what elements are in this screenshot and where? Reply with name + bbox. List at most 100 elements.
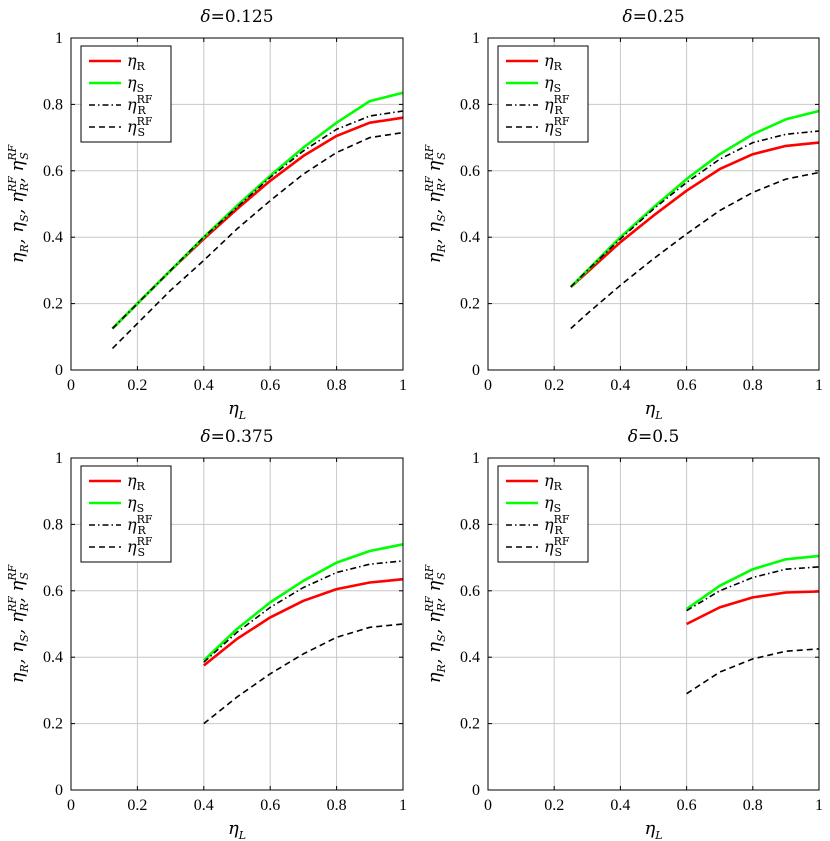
- x-tick-label: 1: [815, 377, 823, 394]
- series-line-1: [202, 577, 404, 667]
- y-tick-label: 0.4: [460, 229, 480, 246]
- y-tick-label: 0.2: [460, 716, 480, 733]
- y-tick-label: 0.8: [460, 96, 480, 113]
- plot-frame: [487, 457, 820, 791]
- series-line-4: [686, 648, 820, 695]
- series-line-2: [685, 554, 820, 611]
- y-tick-label: 0: [472, 362, 480, 379]
- chart-title: δ=0.5: [628, 427, 680, 447]
- legend-label-3: ηRF R: [544, 513, 570, 537]
- y-axis-label: ηR, ηS, ηRFR, ηRFS: [423, 564, 448, 683]
- legend-label-2: ηS: [544, 493, 561, 515]
- y-tick-label: 0.6: [460, 163, 480, 180]
- y-tick-label: 0.2: [460, 296, 480, 313]
- y-tick-label: 0.2: [43, 296, 63, 313]
- series-line-3: [111, 110, 404, 330]
- series-line-2: [569, 109, 820, 288]
- chart-panel-1: 0 0.2 0.4 0.6 0.8 1 0 0.2 0.4 0.6 0.8 1 δ=0.125 ηL ηR,…: [6, 7, 407, 422]
- x-tick-label: 1: [399, 797, 407, 814]
- series-line-3: [203, 560, 404, 663]
- x-tick-label: 0.8: [743, 797, 763, 814]
- chart-panel-2: 0 0.2 0.4 0.6 0.8 1 0 0.2 0.4 0.6 0.8 1 δ=0.25 ηL ηR, …: [423, 7, 823, 422]
- series-line-1: [686, 590, 820, 626]
- y-axis-label: ηR, ηS, ηRFR, ηRFS: [6, 144, 31, 263]
- legend-label-1: ηR: [544, 51, 563, 73]
- x-tick-label: 1: [815, 797, 823, 814]
- y-tick-label: 1: [55, 30, 63, 47]
- y-tick-label: 0.8: [43, 516, 63, 533]
- chart-title: δ=0.375: [200, 427, 273, 447]
- x-axis-label: ηL: [228, 818, 246, 841]
- legend-label-4: ηRF S: [544, 535, 570, 559]
- x-tick-label: 0: [484, 377, 492, 394]
- chart-panel-4: 0 0.2 0.4 0.6 0.8 1 0 0.2 0.4 0.6 0.8 1 δ=0.5 ηL ηR, η…: [423, 427, 823, 841]
- y-tick-label: 0.8: [43, 96, 63, 113]
- legend-label-2: ηS: [127, 73, 144, 95]
- y-axis-label: ηR, ηS, ηRFR, ηRFS: [423, 144, 448, 263]
- chart-panel-3: 0 0.2 0.4 0.6 0.8 1 0 0.2 0.4 0.6 0.8 1 δ=0.375 ηL ηR,…: [6, 427, 407, 841]
- x-tick-label: 0.4: [194, 377, 214, 394]
- x-tick-label: 0.4: [194, 797, 214, 814]
- x-tick-label: 0.4: [610, 377, 630, 394]
- y-tick-label: 0.8: [460, 516, 480, 533]
- legend-label-1: ηR: [544, 471, 563, 493]
- plot-frame: [70, 457, 404, 791]
- y-tick-label: 0.4: [43, 229, 63, 246]
- legend-label-4: ηRF S: [544, 115, 570, 139]
- x-axis-label: ηL: [644, 818, 662, 841]
- y-tick-label: 0.4: [460, 649, 480, 666]
- x-tick-label: 0.2: [544, 377, 564, 394]
- series-line-4: [570, 171, 820, 330]
- series-line-4: [111, 131, 404, 349]
- series-line-2: [202, 543, 404, 662]
- x-tick-label: 0.6: [260, 377, 280, 394]
- chart-title: δ=0.125: [200, 7, 273, 27]
- legend-label-1: ηR: [127, 51, 146, 73]
- x-tick-label: 0.2: [127, 377, 147, 394]
- x-tick-label: 0: [67, 377, 75, 394]
- x-tick-label: 0.6: [677, 377, 697, 394]
- x-tick-label: 0: [67, 797, 75, 814]
- legend-label-3: ηRF R: [127, 93, 153, 117]
- series-line-1: [569, 141, 820, 288]
- x-tick-label: 0: [484, 797, 492, 814]
- x-tick-label: 0.8: [743, 377, 763, 394]
- y-tick-label: 1: [55, 450, 63, 467]
- plot-frame: [70, 37, 404, 371]
- x-axis-label: ηL: [228, 398, 246, 422]
- legend-label-2: ηS: [127, 493, 144, 515]
- y-tick-label: 1: [472, 30, 480, 47]
- legend-label-4: ηRF S: [127, 535, 153, 559]
- plot-frame: [487, 37, 820, 371]
- y-axis-label: ηR, ηS, ηRFR, ηRFS: [6, 564, 31, 683]
- y-tick-label: 0.2: [43, 716, 63, 733]
- series-line-3: [570, 130, 820, 288]
- x-axis-label: ηL: [644, 398, 662, 422]
- y-tick-label: 0.4: [43, 649, 63, 666]
- x-tick-label: 1: [399, 377, 407, 394]
- series-line-1: [111, 116, 404, 330]
- x-tick-label: 0.8: [327, 797, 347, 814]
- y-tick-label: 0.6: [43, 163, 63, 180]
- legend-label-4: ηRF S: [127, 115, 153, 139]
- y-tick-label: 0: [472, 782, 480, 799]
- x-tick-label: 0.6: [677, 797, 697, 814]
- y-tick-label: 0.6: [460, 583, 480, 600]
- y-tick-label: 0.6: [43, 583, 63, 600]
- legend-label-3: ηRF R: [127, 513, 153, 537]
- legend-label-2: ηS: [544, 73, 561, 95]
- y-tick-label: 0: [55, 362, 63, 379]
- y-tick-label: 1: [472, 450, 480, 467]
- legend-label-3: ηRF R: [544, 93, 570, 117]
- series-line-4: [203, 623, 404, 725]
- x-tick-label: 0.4: [610, 797, 630, 814]
- chart-title: δ=0.25: [622, 7, 684, 27]
- x-tick-label: 0.8: [327, 377, 347, 394]
- y-tick-label: 0: [55, 782, 63, 799]
- legend-label-1: ηR: [127, 471, 146, 493]
- x-tick-label: 0.2: [544, 797, 564, 814]
